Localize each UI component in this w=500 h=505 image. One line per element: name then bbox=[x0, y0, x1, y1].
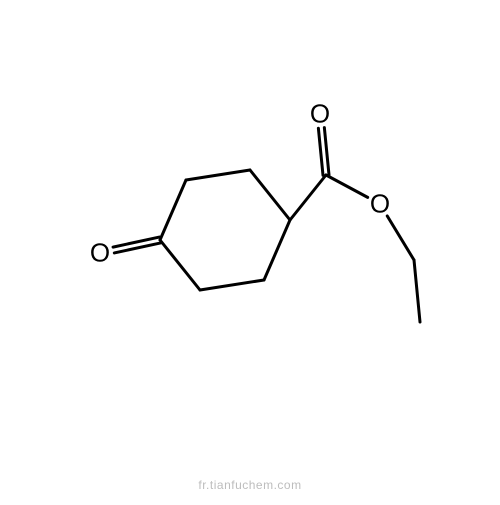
atom-label-o_single: O bbox=[370, 189, 390, 220]
atom-label-o_dbl: O bbox=[310, 99, 330, 130]
watermark-text: fr.tianfuchem.com bbox=[198, 478, 301, 492]
atom-label-o_ketone: O bbox=[90, 238, 110, 269]
structure-svg bbox=[0, 0, 500, 500]
molecule-canvas: O O O bbox=[0, 0, 500, 500]
